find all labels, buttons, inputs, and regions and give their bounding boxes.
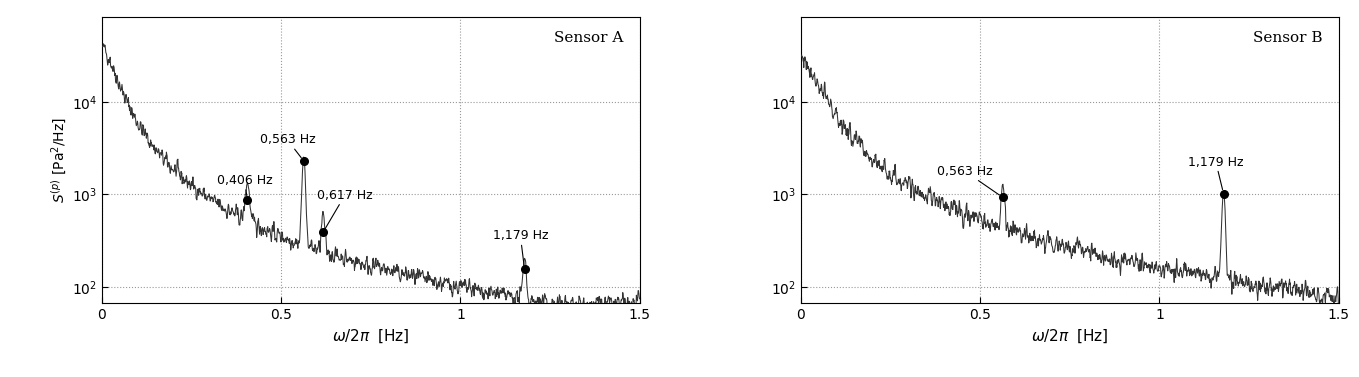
Y-axis label: $S^{(p)}$ [Pa$^2$/Hz]: $S^{(p)}$ [Pa$^2$/Hz] — [50, 117, 69, 203]
Text: 0,563 Hz: 0,563 Hz — [938, 165, 999, 195]
X-axis label: $\omega/2\pi$  [Hz]: $\omega/2\pi$ [Hz] — [332, 328, 409, 345]
Text: 0,563 Hz: 0,563 Hz — [260, 133, 315, 158]
X-axis label: $\omega/2\pi$  [Hz]: $\omega/2\pi$ [Hz] — [1031, 328, 1109, 345]
Text: 0,617 Hz: 0,617 Hz — [317, 189, 372, 228]
Text: 1,179 Hz: 1,179 Hz — [1188, 156, 1243, 190]
Text: Sensor B: Sensor B — [1253, 31, 1322, 45]
Text: 0,406 Hz: 0,406 Hz — [216, 174, 272, 196]
Text: 1,179 Hz: 1,179 Hz — [493, 230, 548, 265]
Text: Sensor A: Sensor A — [554, 31, 624, 45]
